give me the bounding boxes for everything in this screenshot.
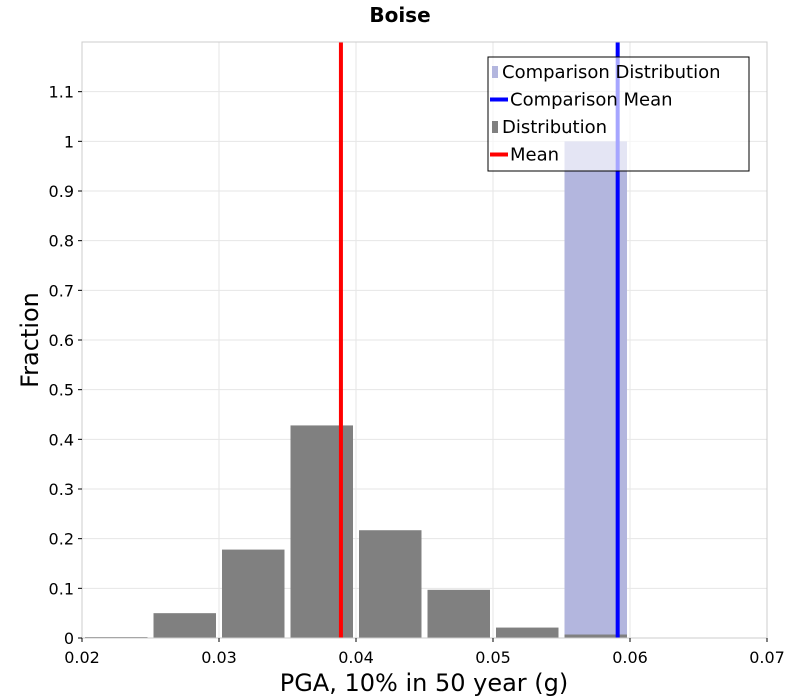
legend-label-3: Mean — [510, 145, 559, 166]
grid — [81, 42, 768, 639]
distribution-bar-5 — [427, 589, 490, 638]
x-tick-label-3: 0.05 — [475, 648, 511, 667]
y-tick-label-10: 1 — [64, 132, 74, 151]
chart-title: Boise — [369, 3, 430, 27]
y-tick-label-0: 0 — [64, 629, 74, 648]
legend-swatch-2 — [492, 121, 498, 133]
y-tick-label-5: 0.5 — [49, 381, 74, 400]
x-tick-label-1: 0.03 — [201, 648, 237, 667]
y-axis-ticks: 0 0.1 0.2 0.3 0.4 0.5 0.6 0.7 0.8 0.9 1 1.1 — [49, 83, 82, 648]
distribution-bar-3 — [290, 425, 353, 638]
y-axis-title: Fraction — [16, 292, 44, 388]
distribution-bar-4 — [359, 530, 422, 638]
y-tick-label-6: 0.6 — [49, 331, 74, 350]
legend-label-2: Distribution — [502, 117, 607, 138]
distribution-bar-6 — [496, 627, 559, 638]
y-tick-label-3: 0.3 — [49, 480, 74, 499]
legend-swatch-0 — [492, 66, 498, 78]
distribution-bar-1 — [153, 613, 216, 638]
legend: Comparison Distribution Comparison Mean Di… — [487, 56, 750, 172]
x-axis-ticks: 0.02 0.03 0.04 0.05 0.06 0.07 — [64, 638, 785, 667]
y-tick-label-1: 0.1 — [49, 579, 74, 598]
x-tick-label-0: 0.02 — [64, 648, 100, 667]
x-axis-title: PGA, 10% in 50 year (g) — [280, 669, 569, 697]
x-tick-label-5: 0.07 — [749, 648, 785, 667]
y-tick-label-2: 0.2 — [49, 530, 74, 549]
y-tick-label-8: 0.8 — [49, 232, 74, 251]
legend-box — [487, 56, 750, 172]
y-tick-label-11: 1.1 — [49, 83, 74, 102]
x-tick-label-2: 0.04 — [338, 648, 374, 667]
y-tick-label-9: 0.9 — [49, 182, 74, 201]
y-tick-label-4: 0.4 — [49, 430, 74, 449]
y-tick-label-7: 0.7 — [49, 281, 74, 300]
legend-label-1: Comparison Mean — [510, 90, 673, 111]
x-tick-label-4: 0.06 — [612, 648, 648, 667]
distribution-bar-2 — [222, 549, 285, 638]
distribution-bar-7 — [564, 634, 627, 638]
legend-label-0: Comparison Distribution — [502, 62, 721, 83]
